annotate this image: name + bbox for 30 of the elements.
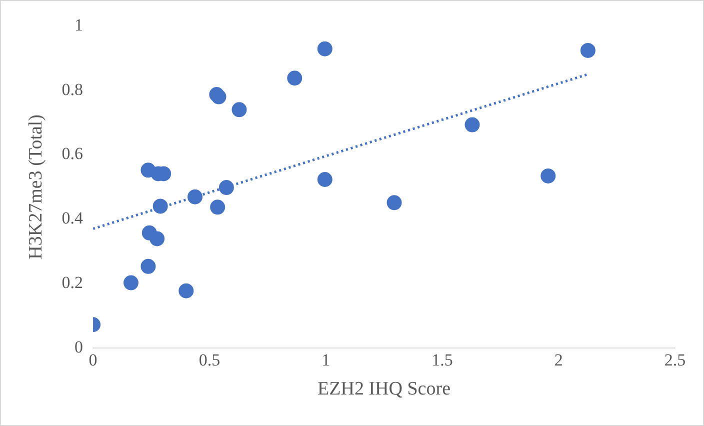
y-tick-label: 0 bbox=[74, 337, 84, 356]
y-tick-label: 0.6 bbox=[62, 144, 84, 164]
point bbox=[152, 198, 168, 214]
point bbox=[150, 231, 165, 246]
point bbox=[140, 258, 156, 274]
point bbox=[580, 42, 596, 58]
x-tick-label: 0 bbox=[88, 350, 98, 370]
y-tick-label: 0.2 bbox=[62, 272, 84, 292]
point bbox=[386, 195, 402, 210]
x-tick-label: 1.5 bbox=[432, 350, 453, 370]
point bbox=[317, 172, 332, 187]
x-tick-label: 2.5 bbox=[664, 350, 686, 370]
point bbox=[464, 117, 480, 132]
point bbox=[210, 200, 226, 215]
point bbox=[178, 283, 194, 298]
point bbox=[188, 189, 203, 204]
point bbox=[232, 102, 247, 118]
point bbox=[287, 70, 302, 86]
x-tick-label: 1 bbox=[322, 350, 330, 370]
x-tick-label: 2 bbox=[554, 350, 563, 370]
point bbox=[218, 180, 234, 196]
point bbox=[540, 168, 556, 184]
point bbox=[317, 41, 332, 56]
y-tick-label: 1 bbox=[74, 15, 84, 34]
y-axis-title: H3K27me3 (Total) bbox=[25, 114, 46, 260]
x-tick-label: 0.5 bbox=[198, 350, 220, 370]
point bbox=[123, 275, 138, 290]
x-axis-title: EZH2 IHQ Score bbox=[318, 378, 451, 400]
y-tick-label: 0.8 bbox=[62, 80, 84, 99]
y-tick-label: 0.4 bbox=[62, 208, 84, 228]
